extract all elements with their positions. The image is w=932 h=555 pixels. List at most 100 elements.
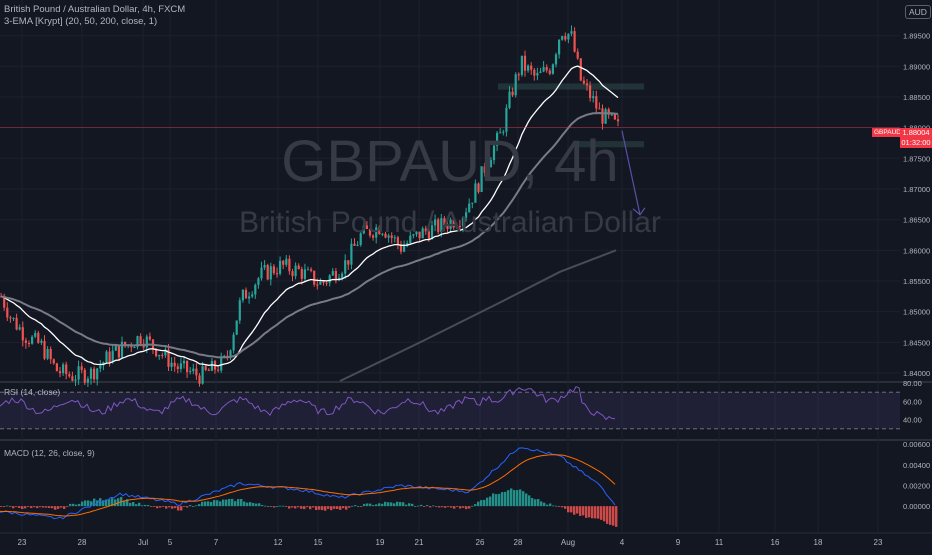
macd-histogram-bar	[594, 506, 597, 519]
macd-histogram-bar	[444, 506, 447, 508]
candle-up	[489, 160, 492, 168]
macd-histogram-bar	[108, 499, 111, 507]
macd-histogram-bar	[348, 506, 351, 508]
price-axis-label: 1.87500	[903, 154, 930, 163]
macd-histogram-bar	[408, 503, 411, 507]
candle-down	[384, 233, 387, 238]
macd-histogram-bar	[501, 492, 504, 507]
candle-down	[80, 366, 83, 370]
macd-histogram-bar	[468, 506, 471, 509]
candle-down	[288, 258, 291, 272]
macd-histogram-bar	[429, 506, 432, 508]
candle-up	[210, 361, 213, 371]
candle-up	[241, 289, 244, 301]
time-axis-label: 28	[78, 538, 87, 547]
candle-down	[427, 231, 430, 240]
macd-histogram-bar	[294, 506, 297, 509]
macd-histogram-bar	[39, 506, 42, 508]
macd-histogram-bar	[129, 502, 132, 507]
time-axis-label: 4	[620, 538, 625, 547]
macd-legend[interactable]: MACD (12, 26, close, 9)	[4, 448, 95, 458]
candle-up	[558, 39, 561, 55]
candle-up	[502, 131, 505, 133]
rsi-legend[interactable]: RSI (14, close)	[4, 387, 61, 397]
macd-histogram-bar	[432, 505, 435, 507]
candle-down	[418, 231, 421, 239]
candle-up	[133, 347, 136, 349]
macd-histogram-bar	[402, 502, 405, 507]
candle-up	[86, 378, 89, 383]
macd-histogram-bar	[522, 491, 525, 507]
candle-up	[238, 300, 241, 321]
ema-200-line	[339, 249, 617, 382]
macd-histogram-bar	[318, 506, 321, 510]
candle-up	[235, 320, 238, 335]
candle-down	[24, 340, 27, 343]
candle-up	[496, 132, 499, 146]
macd-histogram-bar	[576, 506, 579, 514]
macd-histogram-bar	[351, 505, 354, 507]
candle-down	[607, 109, 610, 115]
candle-up	[455, 226, 458, 228]
macd-histogram-bar	[222, 499, 225, 507]
macd-histogram-bar	[111, 498, 114, 507]
macd-histogram-bar	[12, 506, 15, 509]
candle-up	[393, 237, 396, 239]
macd-histogram-bar	[372, 505, 375, 507]
macd-histogram-bar	[69, 503, 72, 507]
macd-histogram-bar	[234, 501, 237, 507]
candle-up	[294, 265, 297, 277]
macd-histogram-bar	[453, 506, 456, 509]
candle-down	[545, 67, 548, 71]
candle-up	[486, 167, 489, 173]
candle-up	[170, 362, 173, 367]
macd-histogram-bar	[462, 506, 465, 508]
macd-histogram-bar	[207, 501, 210, 507]
price-axis-label: 1.86500	[903, 216, 930, 225]
macd-histogram-bar	[387, 502, 390, 507]
macd-histogram-bar	[114, 499, 117, 507]
ema-indicator-legend[interactable]: 3-EMA [Krypt] (20, 50, 200, close, 1)	[4, 16, 158, 27]
candle-down	[55, 363, 58, 372]
candle-down	[573, 31, 576, 52]
macd-histogram-bar	[534, 499, 537, 507]
candle-up	[182, 360, 186, 364]
macd-histogram-bar	[135, 504, 138, 507]
macd-histogram-bar	[570, 506, 573, 513]
candle-down	[483, 166, 486, 173]
candle-up	[164, 349, 167, 356]
macd-histogram-bar	[267, 506, 270, 507]
candle-up	[409, 235, 412, 244]
price-axis-label: 1.84500	[903, 338, 930, 347]
candle-down	[21, 327, 24, 341]
candle-up	[263, 265, 266, 268]
macd-histogram-bar	[240, 499, 243, 507]
current-price-value: 1.88004	[902, 128, 930, 137]
candle-up	[105, 351, 108, 363]
macd-histogram-bar	[513, 490, 516, 507]
macd-histogram-bar	[597, 506, 600, 519]
chart-title[interactable]: British Pound / Australian Dollar, 4h, F…	[4, 4, 186, 15]
macd-histogram-bar	[519, 489, 522, 507]
macd-histogram-bar	[30, 506, 33, 509]
macd-histogram-bar	[324, 506, 327, 511]
candle-up	[356, 244, 359, 246]
currency-badge[interactable]: AUD	[905, 5, 931, 19]
candle-down	[533, 69, 536, 76]
candle-down	[6, 307, 9, 318]
macd-axis-label: 0.00200	[903, 481, 930, 490]
candle-down	[582, 80, 585, 84]
macd-histogram-bar	[435, 506, 438, 507]
macd-histogram-bar	[369, 503, 372, 507]
candle-up	[461, 217, 465, 227]
macd-histogram-bar	[165, 506, 168, 509]
macd-histogram-bar	[252, 502, 255, 507]
candle-up	[350, 243, 353, 265]
macd-histogram-bar	[378, 503, 381, 507]
candle-down	[576, 51, 579, 59]
macd-histogram-bar	[393, 503, 396, 507]
macd-histogram-bar	[141, 505, 144, 507]
macd-histogram-bar	[360, 506, 363, 507]
